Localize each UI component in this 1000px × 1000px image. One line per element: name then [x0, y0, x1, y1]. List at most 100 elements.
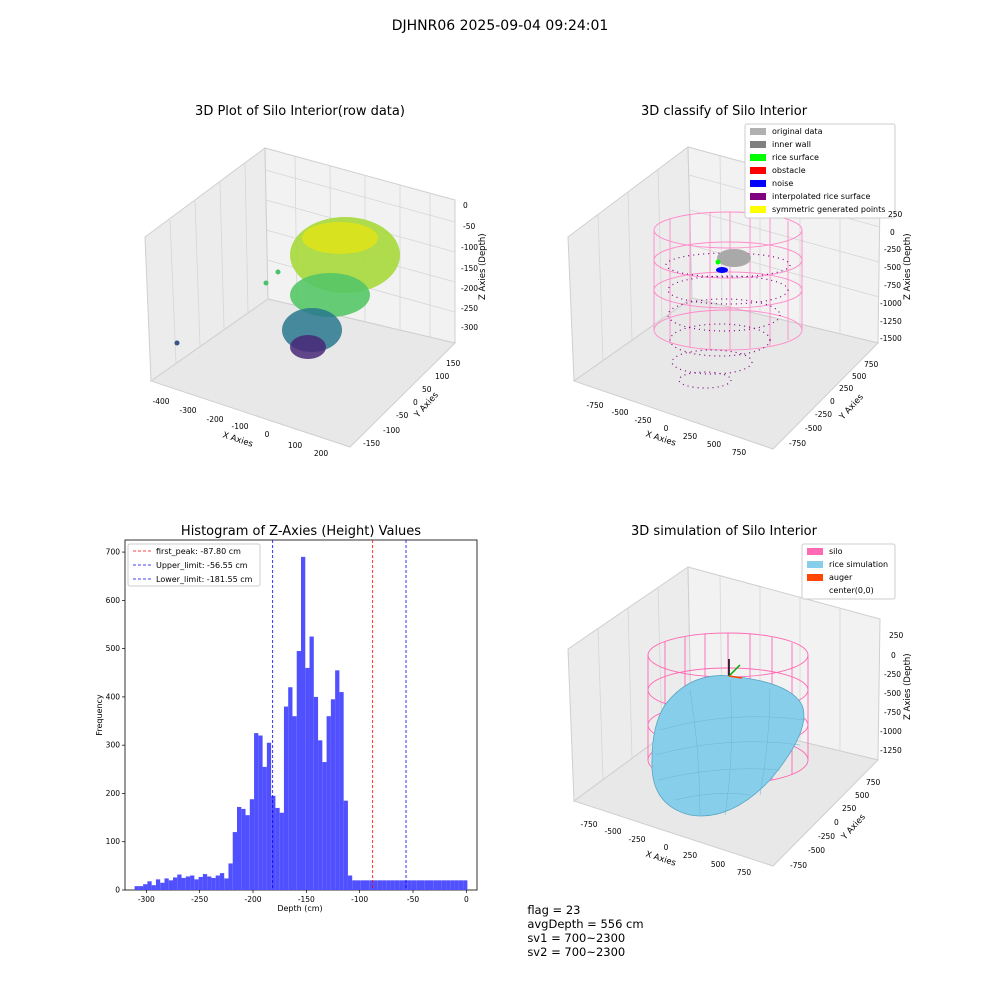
- legend-label: symmetric generated points: [772, 205, 885, 214]
- histogram-bar: [326, 716, 331, 890]
- legend-swatch-original: [750, 128, 766, 135]
- histogram-bar: [373, 880, 378, 890]
- simulation-z-tick: -750: [884, 708, 901, 717]
- raw-floor-pane: [149, 298, 456, 448]
- raw-z-tick: -250: [461, 304, 478, 313]
- raw-z-label: Z Axies (Depth): [478, 233, 488, 300]
- classify-z-tick: -1500: [880, 334, 902, 343]
- histogram-y-tick-label: 500: [106, 644, 121, 653]
- histogram-bar: [429, 880, 434, 890]
- histogram-bar: [356, 880, 361, 890]
- histogram-bar: [143, 884, 148, 890]
- raw-z-tick: -50: [463, 222, 475, 231]
- classify-z-label: Z Axies (Depth): [903, 233, 913, 300]
- legend-label: rice simulation: [829, 560, 888, 569]
- histogram-y-tick-label: 700: [106, 548, 121, 557]
- classify-z-tick: -750: [884, 281, 901, 290]
- classify-x-tick: -500: [611, 408, 628, 417]
- histogram-bar: [262, 766, 267, 890]
- simulation-y-tick: 500: [855, 791, 870, 800]
- histogram-y-tick-label: 200: [106, 789, 121, 798]
- legend-swatch-noise: [750, 180, 766, 187]
- histogram-bar: [322, 762, 327, 890]
- legend-label: Upper_limit: -56.55 cm: [156, 561, 248, 570]
- raw-x-ticks: -400 -300 -200 -100 0 100 200: [152, 397, 328, 458]
- histogram-bar: [181, 877, 186, 890]
- histogram-x-tick-label: 0: [464, 895, 469, 904]
- classify-x-tick: 0: [664, 424, 669, 433]
- legend-swatch-symmetric: [750, 206, 766, 213]
- histogram-bar: [202, 874, 208, 890]
- histogram-x-tick-label: -200: [244, 895, 261, 904]
- histogram-legend: first_peak: -87.80 cm Upper_limit: -56.5…: [127, 543, 261, 587]
- histogram-y-tick-label: 400: [106, 692, 121, 701]
- histogram-y-tick-label: 300: [106, 741, 121, 750]
- histogram-bar: [245, 815, 250, 890]
- simulation-x-tick: 500: [711, 860, 726, 869]
- classify-z-tick: -1250: [880, 317, 902, 326]
- simulation-z-ticks: 250 0 -250 -500 -750 -1000 -1250: [880, 631, 904, 755]
- legend-label: inner wall: [772, 140, 811, 149]
- raw-x-tick: 0: [265, 430, 270, 439]
- histogram-bar: [360, 880, 365, 890]
- classify-x-tick: 250: [683, 432, 698, 441]
- raw-x-tick: -300: [179, 406, 196, 415]
- histogram-bar: [232, 832, 237, 890]
- histogram-bar: [279, 812, 284, 890]
- classify-panel-title: 3D classify of Silo Interior: [640, 104, 808, 119]
- histogram-bar: [343, 800, 348, 890]
- raw-y-tick: 100: [435, 372, 450, 381]
- histogram-bar: [450, 880, 455, 890]
- simulation-x-tick: 750: [737, 868, 752, 877]
- histogram-title: Histogram of Z-Axies (Height) Values: [180, 524, 422, 539]
- histogram-x-tick-label: -250: [191, 895, 208, 904]
- simulation-z-tick: 0: [891, 651, 896, 660]
- histogram-bar: [454, 880, 459, 890]
- histogram-x-tick-label: -150: [298, 895, 315, 904]
- histogram-y-label: Frequency: [95, 694, 104, 736]
- simulation-auger: [728, 659, 743, 679]
- flag-value: flag = 23: [527, 903, 581, 917]
- classify-z-tick: -250: [884, 245, 901, 254]
- histogram-bar: [335, 670, 340, 890]
- histogram-bar: [377, 880, 383, 890]
- classify-legend: original data inner wall rice surface ob…: [744, 123, 896, 219]
- histogram-bar: [420, 880, 425, 890]
- histogram-bar: [411, 880, 417, 890]
- legend-swatch-rice-simulation: [807, 561, 823, 568]
- classify-z-tick: -1000: [880, 299, 902, 308]
- legend-swatch-silo: [807, 548, 823, 555]
- simulation-x-tick: 0: [664, 843, 669, 852]
- raw-outlier-2: [263, 280, 269, 286]
- histogram-bar: [249, 799, 255, 890]
- histogram-bar: [266, 742, 272, 890]
- raw-z-tick: -200: [461, 284, 478, 293]
- legend-label: obstacle: [772, 166, 806, 175]
- legend-swatch-rice-surface: [750, 154, 766, 161]
- histogram-bar: [155, 879, 161, 890]
- histogram-bar: [390, 880, 395, 890]
- classify-z-tick: 250: [888, 210, 903, 219]
- histogram-bar: [463, 880, 468, 890]
- classify-y-tick: -250: [815, 410, 832, 419]
- classify-x-tick: 750: [732, 448, 747, 457]
- histogram-bar: [424, 880, 429, 890]
- simulation-panel-title: 3D simulation of Silo Interior: [631, 524, 817, 539]
- raw-y-tick: 50: [422, 385, 432, 394]
- legend-label: first_peak: -87.80 cm: [156, 547, 241, 556]
- histogram-y-tick-label: 600: [106, 596, 121, 605]
- histogram-bar: [198, 876, 203, 890]
- histogram-bar: [228, 863, 233, 890]
- simulation-z-tick: -1250: [880, 746, 902, 755]
- sv1-value: sv1 = 700~2300: [527, 931, 626, 945]
- raw-z-ticks: 0 -50 -100 -150 -200 -250 -300: [461, 201, 478, 332]
- legend-swatch-interpolated: [750, 193, 766, 200]
- legend-label: noise: [772, 179, 793, 188]
- classify-z-tick: 0: [890, 228, 895, 237]
- simulation-x-tick: 250: [683, 851, 698, 860]
- simulation-x-label: X Axies: [644, 849, 677, 868]
- raw-z-tick: -300: [461, 323, 478, 332]
- simulation-z-tick: -250: [884, 670, 901, 679]
- histogram-bar: [138, 886, 144, 890]
- legend-swatch-obstacle: [750, 167, 766, 174]
